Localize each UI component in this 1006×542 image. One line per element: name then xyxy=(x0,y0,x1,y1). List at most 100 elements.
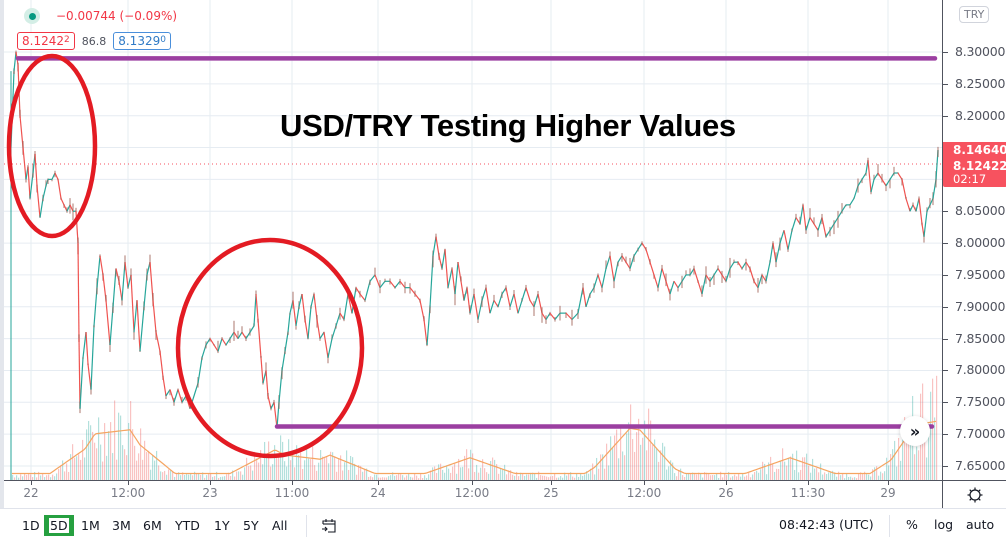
volume-bar xyxy=(638,418,640,480)
price-segment xyxy=(673,280,679,288)
volume-bar xyxy=(862,473,864,480)
spread-value: 86.8 xyxy=(81,34,107,48)
volume-bar xyxy=(76,456,78,480)
volume-bar xyxy=(358,465,360,480)
volume-bar xyxy=(548,477,550,480)
volume-bar xyxy=(712,474,714,480)
range-5d-label: 5D xyxy=(49,518,69,533)
volume-bar xyxy=(480,467,482,480)
volume-bar xyxy=(604,468,606,480)
range-1m-button[interactable]: 1M xyxy=(81,518,100,533)
price-segment xyxy=(34,153,38,186)
volume-bar xyxy=(802,457,804,480)
price-segment xyxy=(22,147,27,180)
volume-bar xyxy=(936,375,938,480)
price-segment xyxy=(273,402,278,428)
volume-bar xyxy=(798,472,800,480)
range-1d-button[interactable]: 1D xyxy=(22,518,40,533)
volume-bar xyxy=(544,475,546,480)
last-price-tag: 8.12422 02:17 xyxy=(943,159,1006,187)
volume-bar xyxy=(448,468,450,480)
price-segment xyxy=(79,357,84,409)
volume-bar xyxy=(210,473,212,480)
volume-bar xyxy=(844,478,846,480)
volume-bar xyxy=(334,456,336,480)
go-to-date-button[interactable] xyxy=(320,517,338,539)
price-segment xyxy=(124,262,129,288)
price-segment xyxy=(791,217,797,231)
volume-bar xyxy=(156,450,158,480)
auto-scale-toggle[interactable]: auto xyxy=(966,517,995,532)
price-tick-mark xyxy=(943,306,948,308)
buy-price-button[interactable]: 8.13290 xyxy=(113,32,171,50)
volume-bar xyxy=(594,474,596,480)
price-segment xyxy=(454,262,459,295)
price-tick-label: 7.80000 xyxy=(955,362,1006,378)
volume-bar xyxy=(838,471,840,480)
volume-bar xyxy=(754,471,756,480)
range-1y-button[interactable]: 1Y xyxy=(214,518,230,533)
price-segment xyxy=(255,293,259,320)
range-3m-button[interactable]: 3M xyxy=(112,518,131,533)
price-segment xyxy=(394,280,401,289)
range-5d-button[interactable]: 5D xyxy=(44,515,74,536)
volume-bar xyxy=(258,462,260,480)
volume-bar xyxy=(220,476,222,480)
volume-bar xyxy=(528,474,530,480)
volume-bar xyxy=(894,440,896,480)
volume-bar xyxy=(18,477,20,480)
volume-bar xyxy=(630,404,632,480)
volume-bar xyxy=(634,451,636,480)
volume-bar xyxy=(478,472,480,480)
volume-bar xyxy=(302,468,304,480)
price-segment xyxy=(779,230,785,244)
volume-bar xyxy=(738,473,740,480)
volume-bar xyxy=(510,470,512,480)
range-5y-button[interactable]: 5Y xyxy=(243,518,259,533)
volume-bar xyxy=(674,473,676,480)
volume-bar xyxy=(822,474,824,480)
volume-bar xyxy=(102,461,104,480)
price-tick-label: 8.30000 xyxy=(955,44,1006,59)
volume-bar xyxy=(422,478,424,480)
price-segment xyxy=(593,274,599,288)
percent-scale-toggle[interactable]: % xyxy=(906,517,918,532)
price-axis[interactable]: TRY 8.300008.250008.200008.150008.100008… xyxy=(942,0,1006,480)
volume-bar xyxy=(326,456,328,480)
price-segment xyxy=(109,306,114,346)
range-6m-button[interactable]: 6M xyxy=(143,518,162,533)
bottom-toolbar: 1D 5D 1M 3M 6M YTD 1Y 5Y All 08:42:43 (U… xyxy=(0,508,1006,542)
sell-price-button[interactable]: 8.12422 xyxy=(17,32,75,50)
volume-bar xyxy=(226,474,228,480)
price-chart-canvas[interactable] xyxy=(4,0,942,480)
price-segment xyxy=(209,338,215,346)
volume-bar xyxy=(126,455,128,480)
price-chart-pane[interactable]: −0.00744 (−0.09%) 8.12422 86.8 8.13290 U… xyxy=(4,0,942,480)
volume-bar xyxy=(558,477,560,480)
price-segment xyxy=(473,293,479,320)
volume-bar xyxy=(664,446,666,480)
time-axis[interactable]: 22 12:00 23 11:00 24 12:00 25 12:00 26 11:30 29 xyxy=(4,480,942,508)
range-all-button[interactable]: All xyxy=(272,518,288,533)
volume-bar xyxy=(44,477,46,480)
log-scale-toggle[interactable]: log xyxy=(934,517,954,532)
volume-bar xyxy=(276,457,278,480)
range-ytd-button[interactable]: YTD xyxy=(175,518,200,533)
time-tick-mark xyxy=(726,481,727,485)
volume-bar xyxy=(768,462,770,480)
volume-bar xyxy=(208,473,210,480)
volume-bar xyxy=(96,448,98,480)
price-segment xyxy=(39,198,44,218)
chart-settings-button[interactable] xyxy=(942,480,1006,508)
price-segment xyxy=(253,293,257,326)
price-segment xyxy=(130,274,135,333)
currency-badge[interactable]: TRY xyxy=(959,6,990,23)
volume-bar xyxy=(888,465,890,480)
time-tick-mark xyxy=(128,481,129,485)
price-segment xyxy=(292,300,297,326)
volume-bar xyxy=(224,476,226,480)
volume-bar xyxy=(484,468,486,480)
utc-clock[interactable]: 08:42:43 (UTC) xyxy=(779,517,874,532)
scroll-to-realtime-button[interactable]: » xyxy=(900,416,930,446)
